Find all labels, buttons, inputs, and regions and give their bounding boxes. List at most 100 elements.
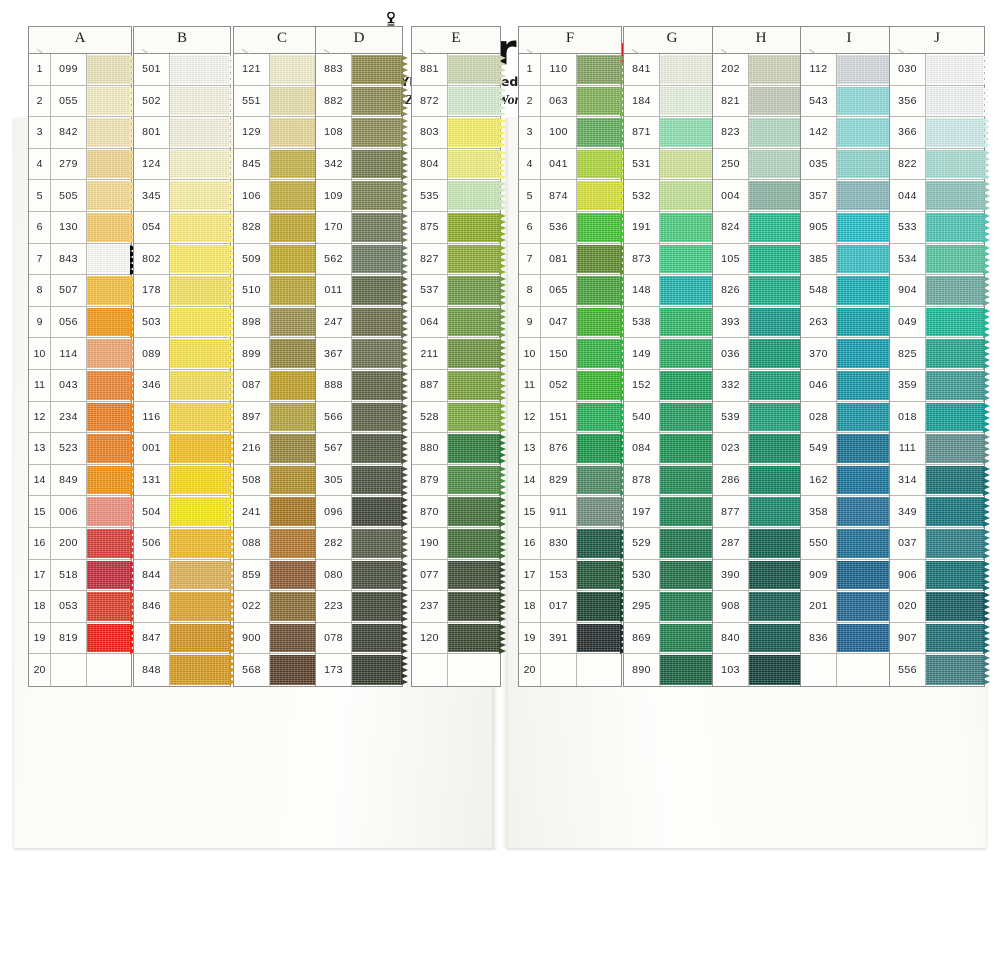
zipper-tape-swatch[interactable] — [87, 339, 131, 368]
table-row[interactable]: 881 — [412, 54, 506, 86]
color-swatch-cell[interactable] — [87, 623, 137, 654]
zipper-tape-swatch[interactable] — [577, 402, 621, 432]
table-row[interactable]: 078 — [316, 622, 408, 655]
table-row[interactable]: 532 — [624, 180, 726, 212]
zipper-tape-swatch[interactable] — [577, 181, 621, 210]
color-swatch-cell[interactable] — [926, 149, 990, 180]
color-swatch-cell[interactable] — [352, 244, 408, 275]
color-swatch-cell[interactable] — [87, 244, 137, 275]
color-swatch-cell[interactable] — [837, 528, 903, 559]
zipper-tape-swatch[interactable] — [170, 465, 230, 495]
table-row[interactable]: 035 — [801, 148, 903, 181]
color-swatch-cell[interactable] — [448, 86, 506, 117]
zipper-tape-swatch[interactable] — [170, 339, 230, 368]
color-swatch-cell[interactable] — [577, 654, 621, 686]
table-row[interactable]: 841 — [624, 54, 726, 86]
zipper-tape-swatch[interactable] — [170, 402, 230, 432]
color-swatch-cell[interactable] — [837, 654, 897, 686]
color-swatch-cell[interactable] — [577, 433, 627, 465]
table-row[interactable]: 247 — [316, 306, 408, 339]
color-swatch-cell[interactable] — [448, 433, 506, 465]
zipper-tape-swatch[interactable] — [87, 465, 131, 495]
table-row[interactable]: 529 — [624, 527, 726, 560]
zipper-tape-swatch[interactable] — [448, 307, 500, 337]
zipper-tape-swatch[interactable] — [926, 497, 984, 526]
zipper-tape-swatch[interactable] — [926, 55, 984, 84]
color-swatch-cell[interactable] — [660, 338, 726, 370]
color-swatch-cell[interactable] — [926, 402, 990, 433]
color-swatch-cell[interactable] — [448, 180, 506, 212]
color-swatch-cell[interactable] — [170, 212, 236, 243]
table-row[interactable]: 824 — [713, 211, 815, 244]
zipper-tape-swatch[interactable] — [352, 118, 402, 147]
zipper-tape-swatch[interactable] — [837, 244, 897, 274]
table-row[interactable]: 357 — [801, 180, 903, 212]
zipper-tape-swatch[interactable] — [660, 244, 720, 274]
table-row[interactable]: 11 043 — [29, 369, 137, 402]
zipper-tape-swatch[interactable] — [926, 149, 984, 179]
color-swatch-cell[interactable] — [448, 370, 506, 401]
table-row[interactable]: 550 — [801, 527, 903, 560]
color-column-B[interactable]: B 501 502 801 124 345 054 802 178 503 089 346 116 001… — [133, 26, 236, 687]
table-row[interactable]: 359 — [890, 369, 990, 402]
zipper-tape-swatch[interactable] — [837, 339, 897, 368]
table-row[interactable]: 112 — [801, 54, 903, 86]
color-swatch-cell[interactable] — [660, 307, 726, 338]
color-swatch-cell[interactable] — [749, 86, 815, 117]
table-row[interactable] — [412, 654, 500, 686]
color-column-C[interactable]: C 121 551 129 845 106 828 509 510 898 899 087 897 216… — [233, 26, 336, 687]
color-swatch-cell[interactable] — [837, 307, 903, 338]
zipper-tape-swatch[interactable] — [749, 402, 809, 432]
zipper-tape-swatch[interactable] — [352, 244, 402, 274]
zipper-tape-swatch[interactable] — [170, 86, 230, 116]
zipper-tape-swatch[interactable] — [660, 149, 720, 179]
color-swatch-cell[interactable] — [926, 496, 990, 528]
table-row[interactable]: 878 — [624, 464, 726, 497]
color-swatch-cell[interactable] — [170, 496, 236, 528]
color-swatch-cell[interactable] — [926, 623, 990, 654]
color-swatch-cell[interactable] — [87, 54, 137, 85]
color-swatch-cell[interactable] — [448, 496, 506, 528]
zipper-tape-swatch[interactable] — [448, 528, 500, 558]
color-swatch-cell[interactable] — [87, 465, 137, 496]
table-row[interactable]: 869 — [624, 622, 726, 655]
zipper-tape-swatch[interactable] — [660, 434, 720, 463]
table-row[interactable]: 049 — [890, 306, 990, 339]
table-row[interactable]: 823 — [713, 117, 815, 149]
table-row[interactable]: 162 — [801, 464, 903, 497]
zipper-tape-swatch[interactable] — [87, 276, 131, 305]
color-swatch-cell[interactable] — [352, 402, 408, 433]
zipper-tape-swatch[interactable] — [749, 181, 809, 210]
zipper-tape-swatch[interactable] — [577, 55, 621, 84]
zipper-tape-swatch[interactable] — [352, 434, 402, 463]
table-row[interactable]: 011 — [316, 275, 408, 307]
zipper-tape-swatch[interactable] — [448, 623, 500, 653]
table-row[interactable]: 295 — [624, 591, 726, 623]
color-swatch-cell[interactable] — [749, 623, 815, 654]
color-swatch-cell[interactable] — [837, 496, 903, 528]
table-row[interactable]: 7 843 — [29, 243, 137, 276]
table-row[interactable]: 184 — [624, 85, 726, 118]
table-row[interactable]: 872 — [412, 85, 506, 118]
zipper-tape-swatch[interactable] — [448, 212, 500, 242]
table-row[interactable]: 888 — [316, 369, 408, 402]
zipper-tape-swatch[interactable] — [577, 465, 621, 495]
color-swatch-cell[interactable] — [577, 402, 627, 433]
color-swatch-cell[interactable] — [926, 370, 990, 401]
table-row[interactable]: 825 — [890, 338, 990, 370]
table-row[interactable]: 848 — [134, 654, 236, 686]
zipper-tape-swatch[interactable] — [87, 402, 131, 432]
zipper-tape-swatch[interactable] — [170, 497, 230, 526]
zipper-tape-swatch[interactable] — [352, 623, 402, 653]
zipper-tape-swatch[interactable] — [577, 276, 621, 305]
zipper-tape-swatch[interactable] — [926, 212, 984, 242]
color-swatch-cell[interactable] — [87, 212, 137, 243]
color-swatch-cell[interactable] — [170, 560, 236, 591]
table-row[interactable]: 11 052 — [519, 369, 627, 402]
zipper-tape-swatch[interactable] — [837, 276, 897, 305]
table-row[interactable]: 103 — [713, 654, 815, 686]
color-swatch-cell[interactable] — [87, 560, 137, 591]
table-row[interactable]: 562 — [316, 243, 408, 276]
table-row[interactable]: 887 — [412, 369, 506, 402]
zipper-tape-swatch[interactable] — [87, 370, 131, 400]
